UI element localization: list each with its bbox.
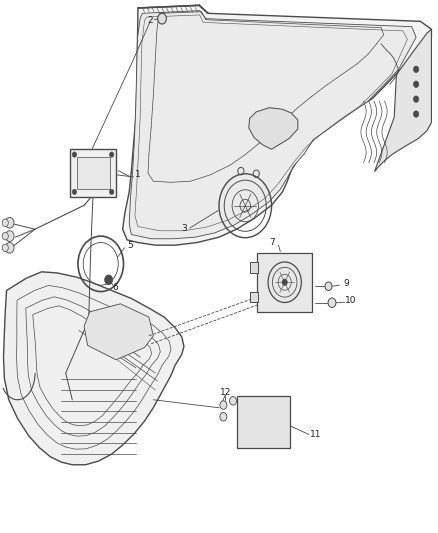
Circle shape	[72, 152, 77, 157]
Circle shape	[220, 413, 227, 421]
Circle shape	[325, 282, 332, 290]
Text: 5: 5	[127, 241, 134, 249]
Text: 9: 9	[343, 279, 349, 288]
Text: 7: 7	[269, 238, 276, 247]
Circle shape	[282, 279, 287, 286]
FancyBboxPatch shape	[70, 149, 116, 197]
Text: 10: 10	[345, 296, 356, 305]
Text: 12: 12	[220, 388, 232, 397]
Text: 1: 1	[135, 171, 141, 179]
Circle shape	[220, 401, 227, 409]
Polygon shape	[374, 29, 431, 172]
Text: 2: 2	[147, 16, 152, 25]
Polygon shape	[250, 292, 258, 302]
Circle shape	[328, 298, 336, 308]
Circle shape	[413, 81, 419, 87]
FancyBboxPatch shape	[257, 253, 312, 312]
Text: 3: 3	[181, 224, 187, 232]
Circle shape	[110, 189, 114, 195]
Circle shape	[5, 217, 14, 228]
Polygon shape	[4, 272, 184, 465]
Text: 6: 6	[112, 284, 118, 292]
Circle shape	[2, 232, 8, 240]
Circle shape	[2, 219, 8, 227]
Circle shape	[230, 397, 237, 405]
FancyBboxPatch shape	[237, 396, 290, 448]
Text: 11: 11	[310, 430, 321, 439]
Polygon shape	[249, 108, 298, 149]
Circle shape	[413, 111, 419, 117]
Polygon shape	[129, 11, 416, 239]
Circle shape	[105, 275, 113, 285]
Circle shape	[413, 96, 419, 102]
Circle shape	[110, 152, 114, 157]
Circle shape	[2, 244, 8, 252]
Circle shape	[72, 189, 77, 195]
Circle shape	[158, 13, 166, 24]
FancyBboxPatch shape	[77, 157, 110, 189]
Circle shape	[5, 231, 14, 241]
Polygon shape	[250, 262, 258, 273]
Polygon shape	[123, 5, 431, 245]
Circle shape	[5, 243, 14, 253]
Circle shape	[413, 66, 419, 72]
Polygon shape	[84, 304, 153, 360]
